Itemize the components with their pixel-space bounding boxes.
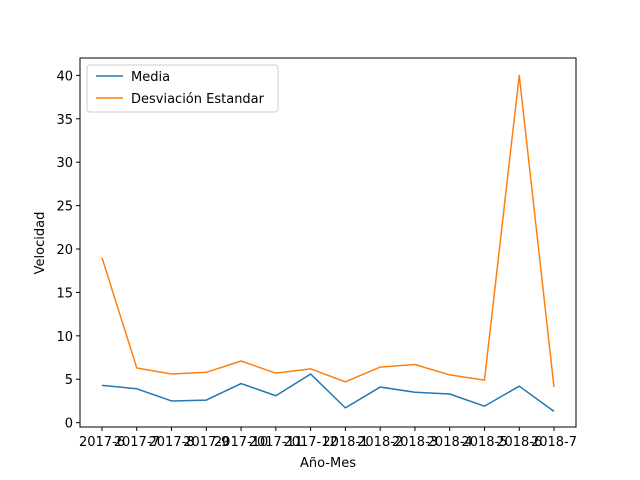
x-tick-label: 2018-3 [392, 435, 438, 450]
y-tick-label: 25 [56, 200, 73, 215]
y-tick-label: 5 [65, 373, 73, 388]
x-tick-label: 2018-4 [427, 435, 473, 450]
x-tick-label: 2017-9 [183, 435, 229, 450]
series-line-0 [101, 373, 555, 412]
x-tick-label: 2018-7 [531, 435, 577, 450]
x-tick-label: 2017-6 [79, 435, 125, 450]
x-tick-label: 2018-1 [322, 435, 368, 450]
y-tick-label: 35 [56, 113, 73, 128]
y-tick-label: 15 [56, 286, 73, 301]
x-tick-label: 2017-8 [149, 435, 195, 450]
y-tick-label: 20 [56, 243, 73, 258]
y-tick-label: 30 [56, 156, 73, 171]
legend-label: Desviación Estandar [131, 92, 265, 107]
plot-frame [79, 57, 577, 428]
x-tick-label: 2017-12 [283, 435, 337, 450]
plot-area [80, 58, 576, 427]
legend-label: Media [131, 70, 170, 85]
x-tick-label: 2017-10 [214, 435, 268, 450]
x-tick-label: 2018-5 [461, 435, 507, 450]
x-tick-label: 2018-2 [357, 435, 403, 450]
x-tick-label: 2018-6 [496, 435, 542, 450]
y-tick-label: 0 [65, 417, 73, 432]
x-tick-label: 2017-11 [249, 435, 303, 450]
legend: Media Desviación Estandar [86, 64, 279, 113]
legend-box [86, 64, 279, 113]
y-axis-label: Velocidad [33, 212, 48, 275]
y-tick-label: 10 [56, 330, 73, 345]
x-tick-label: 2017-7 [114, 435, 160, 450]
y-tick-label: 40 [56, 69, 73, 84]
x-axis-label: Año-Mes [300, 456, 356, 471]
series-line-1 [101, 74, 555, 388]
